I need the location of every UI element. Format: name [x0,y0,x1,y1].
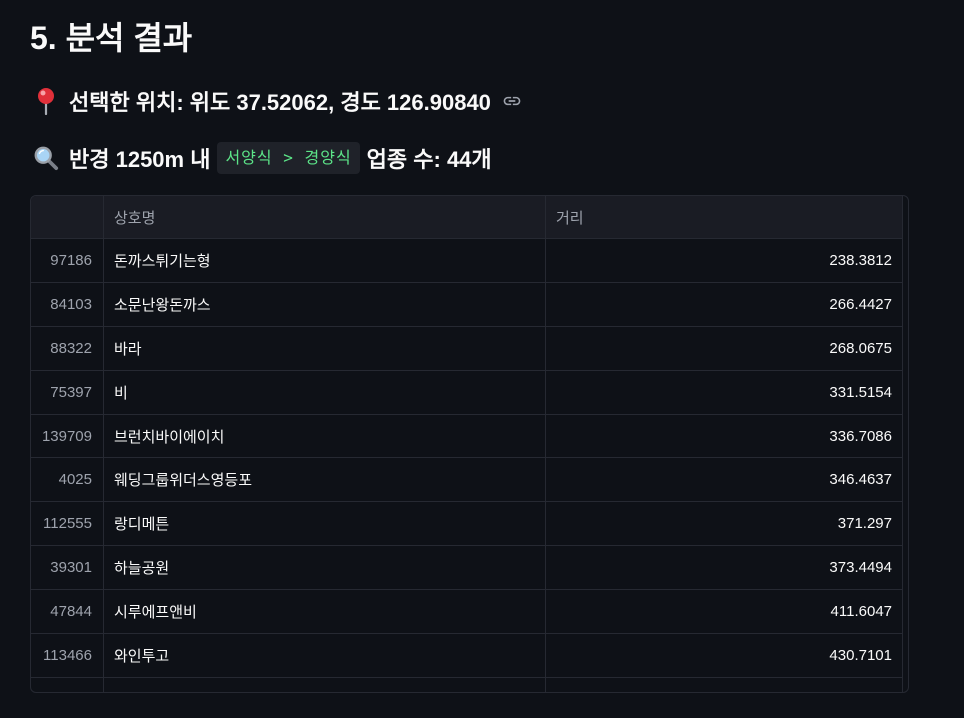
distance-value[interactable]: 268.0675 [546,326,903,370]
row-index[interactable] [31,677,104,692]
row-index[interactable]: 47844 [31,590,104,634]
row-index[interactable]: 84103 [31,282,104,326]
distance-value[interactable]: 238.3812 [546,239,903,282]
distance-value[interactable]: 266.4427 [546,282,903,326]
section-title: 5. 분석 결과 [30,20,193,56]
table-row-partially-visible[interactable] [31,677,903,692]
radius-count-heading: 반경 1250m 내 서양식 > 경양식 업종 수: 44개 [33,141,492,175]
selected-location-heading: 선택한 위치: 위도 37.52062, 경도 126.90840 [33,84,523,118]
table-row[interactable]: 113466 와인투고 430.7101 [31,634,903,678]
table-row[interactable]: 97186 돈까스튀기는형 238.3812 [31,239,903,283]
distance-value[interactable]: 336.7086 [546,414,903,458]
row-index[interactable]: 113466 [31,634,104,677]
table-row[interactable]: 75397 비 331.5154 [31,370,903,415]
row-index[interactable]: 75397 [31,370,104,414]
store-name[interactable]: 바라 [104,326,546,370]
table-row[interactable]: 84103 소문난왕돈까스 266.4427 [31,282,903,327]
table-header-row: 상호명 거리 [31,196,903,239]
store-name[interactable]: 돈까스튀기는형 [104,239,546,282]
row-index[interactable]: 39301 [31,546,104,590]
magnifying-glass-icon [33,144,59,172]
table-row[interactable]: 47844 시루에프앤비 411.6047 [31,590,903,635]
store-name[interactable] [104,677,546,692]
pushpin-icon [33,87,59,115]
results-dataframe[interactable]: 상호명 거리 97186 돈까스튀기는형 238.3812 84103 소문난왕… [30,195,909,693]
store-name[interactable]: 소문난왕돈까스 [104,282,546,326]
distance-value[interactable] [546,677,903,692]
row-index[interactable]: 97186 [31,239,104,282]
store-name[interactable]: 시루에프앤비 [104,590,546,634]
name-column-header[interactable]: 상호명 [104,196,546,238]
table-row[interactable]: 39301 하늘공원 373.4494 [31,546,903,591]
store-name[interactable]: 랑디메튼 [104,502,546,546]
store-name[interactable]: 하늘공원 [104,546,546,590]
distance-column-header[interactable]: 거리 [546,196,903,238]
radius-prefix: 반경 1250m 내 [69,147,211,172]
store-name[interactable]: 웨딩그룹위더스영등포 [104,458,546,502]
business-count: 업종 수: 44개 [366,147,492,172]
link-icon[interactable] [501,90,523,112]
table-row[interactable]: 88322 바라 268.0675 [31,326,903,371]
row-index[interactable]: 88322 [31,326,104,370]
row-index[interactable]: 139709 [31,414,104,458]
distance-value[interactable]: 371.297 [546,502,903,546]
store-name[interactable]: 비 [104,370,546,414]
distance-value[interactable]: 346.4637 [546,458,903,502]
table-row[interactable]: 4025 웨딩그룹위더스영등포 346.4637 [31,458,903,503]
distance-value[interactable]: 430.7101 [546,634,903,677]
category-path-code: 서양식 > 경양식 [217,142,360,174]
row-index[interactable]: 112555 [31,502,104,546]
distance-value[interactable]: 411.6047 [546,590,903,634]
table-row[interactable]: 112555 랑디메튼 371.297 [31,502,903,547]
store-name[interactable]: 와인투고 [104,634,546,677]
table-row[interactable]: 139709 브런치바이에이치 336.7086 [31,414,903,459]
selected-location-text: 선택한 위치: 위도 37.52062, 경도 126.90840 [69,90,491,115]
distance-value[interactable]: 373.4494 [546,546,903,590]
index-column-header[interactable] [31,196,104,238]
distance-value[interactable]: 331.5154 [546,370,903,414]
store-name[interactable]: 브런치바이에이치 [104,414,546,458]
row-index[interactable]: 4025 [31,458,104,502]
